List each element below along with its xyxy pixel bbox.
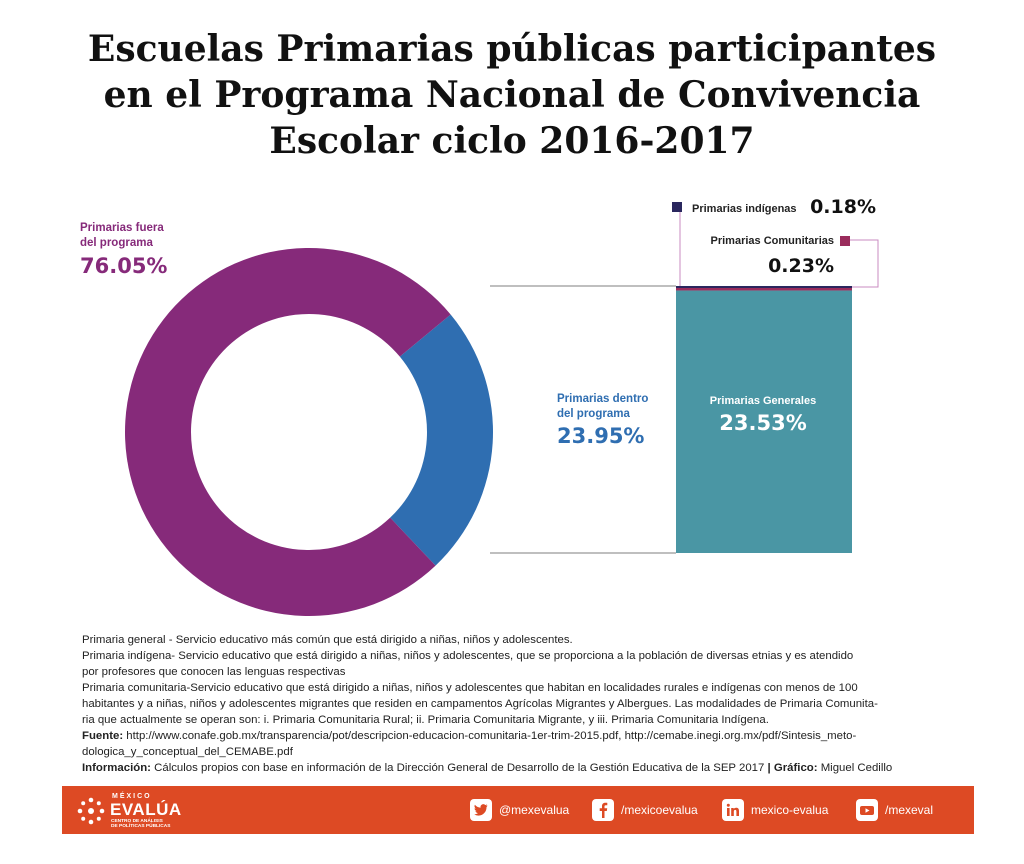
twitter-icon [470, 799, 492, 821]
label-comunitarias-value: 0.23% [768, 255, 834, 277]
mexico-evalua-logo: MÉXICO EVALÚA CENTRO DE ANÁLISIS DE POLÍT… [74, 792, 214, 830]
note-fuente: Fuente: http://www.conafe.gob.mx/transpa… [82, 728, 942, 744]
label-generales-name: Primarias Generales [710, 395, 816, 407]
linkedin-handle: mexico-evalua [751, 803, 829, 817]
footnotes: Primaria general - Servicio educativo má… [82, 632, 942, 776]
legend-swatch-indigenas [672, 202, 682, 212]
logo-star-icon [77, 797, 105, 825]
youtube-handle: /mexeval [885, 803, 934, 817]
label-dentro-line2: del programa [557, 408, 630, 420]
fuente-text-1: http://www.conafe.gob.mx/transparencia/p… [123, 730, 857, 742]
note-comunitaria-2: habitantes y a niñas, niños y adolescent… [82, 698, 878, 710]
label-indigenas-value: 0.18% [810, 196, 876, 218]
label-dentro-value: 23.95% [557, 424, 644, 448]
label-fuera-value: 76.05% [80, 254, 167, 278]
chart-area: Primarias fuera del programa 76.05% Prim… [80, 196, 879, 616]
connector-comunitarias [850, 239, 879, 288]
label-dentro-line1: Primarias dentro [557, 393, 648, 405]
facebook-link[interactable]: /mexicoevalua [592, 798, 698, 822]
footer-bar: MÉXICO EVALÚA CENTRO DE ANÁLISIS DE POLÍT… [62, 786, 974, 834]
donut-slice-dentro [390, 314, 493, 566]
logo-sub-line-2: DE POLÍTICAS PÚBLICAS [111, 824, 171, 829]
chart-title: Escuelas Primarias públicas participante… [62, 26, 962, 164]
bar-segment-comunitarias [676, 288, 852, 291]
bar-segment-generales [676, 290, 852, 553]
logo-sub-line-1: CENTRO DE ANÁLISIS [111, 819, 163, 824]
facebook-icon [592, 799, 614, 821]
note-comunitaria-3: ria que actualmente se operan son: i. Pr… [82, 714, 769, 726]
fuente-label: Fuente: [82, 730, 124, 742]
label-fuera-line1: Primarias fuera [80, 222, 164, 234]
youtube-icon [856, 799, 878, 821]
grafico-label: Gráfico: [770, 762, 818, 774]
label-generales-value: 23.53% [719, 411, 806, 435]
title-line-2: en el Programa Nacional de Convivencia [103, 74, 921, 116]
bar-segment-indigenas [676, 286, 852, 289]
twitter-handle: @mexevalua [499, 803, 570, 817]
donut-slice-fuera [125, 247, 451, 616]
note-indigena-2: por profesores que conocen las lenguas r… [82, 666, 346, 678]
note-indigena-1: Primaria indígena- Servicio educativo qu… [82, 650, 854, 662]
breakdown-bar [676, 286, 852, 553]
label-comunitarias-name: Primarias Comunitarias [711, 235, 835, 247]
logo-subtitle: CENTRO DE ANÁLISIS DE POLÍTICAS PÚBLICAS [111, 819, 191, 829]
twitter-link[interactable]: @mexevalua [470, 798, 569, 822]
info-label: Información: [82, 762, 151, 774]
logo-main-text: EVALÚA [110, 800, 182, 819]
logo-top-text: MÉXICO [112, 793, 152, 800]
note-fuente-cont: dologica_y_conceptual_del_CEMABE.pdf [82, 746, 293, 758]
label-fuera-line2: del programa [80, 237, 153, 249]
note-general: Primaria general - Servicio educativo má… [82, 634, 573, 646]
info-text: Cálculos propios con base en información… [150, 762, 768, 774]
grafico-text: Miguel Cedillo [817, 762, 893, 774]
title-line-3: Escolar ciclo 2016-2017 [269, 120, 755, 162]
title-line-1: Escuelas Primarias públicas participante… [87, 28, 937, 70]
note-informacion: Información: Cálculos propios con base e… [82, 760, 942, 776]
linkedin-icon [722, 799, 744, 821]
note-comunitaria-1: Primaria comunitaria-Servicio educativo … [82, 682, 858, 694]
info-separator: | [767, 762, 771, 774]
youtube-link[interactable]: /mexeval [856, 798, 933, 822]
legend-swatch-comunitarias [840, 236, 850, 246]
facebook-handle: /mexicoevalua [621, 803, 698, 817]
linkedin-link[interactable]: mexico-evalua [722, 798, 828, 822]
label-indigenas-name: Primarias indígenas [692, 203, 797, 215]
donut-chart [125, 247, 493, 616]
